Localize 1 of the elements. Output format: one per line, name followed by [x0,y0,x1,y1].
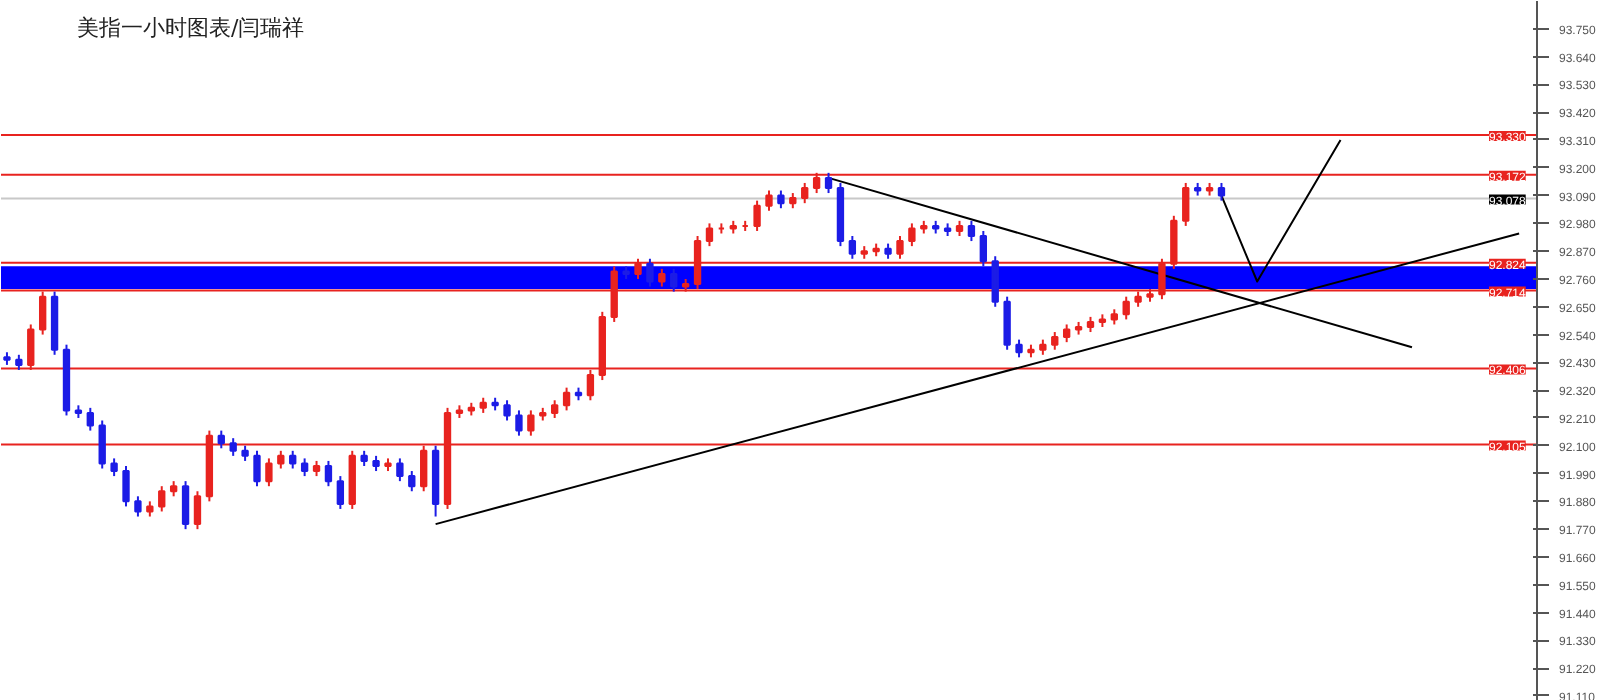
text: 美指一小时图表/闫瑞祥 [77,15,305,41]
